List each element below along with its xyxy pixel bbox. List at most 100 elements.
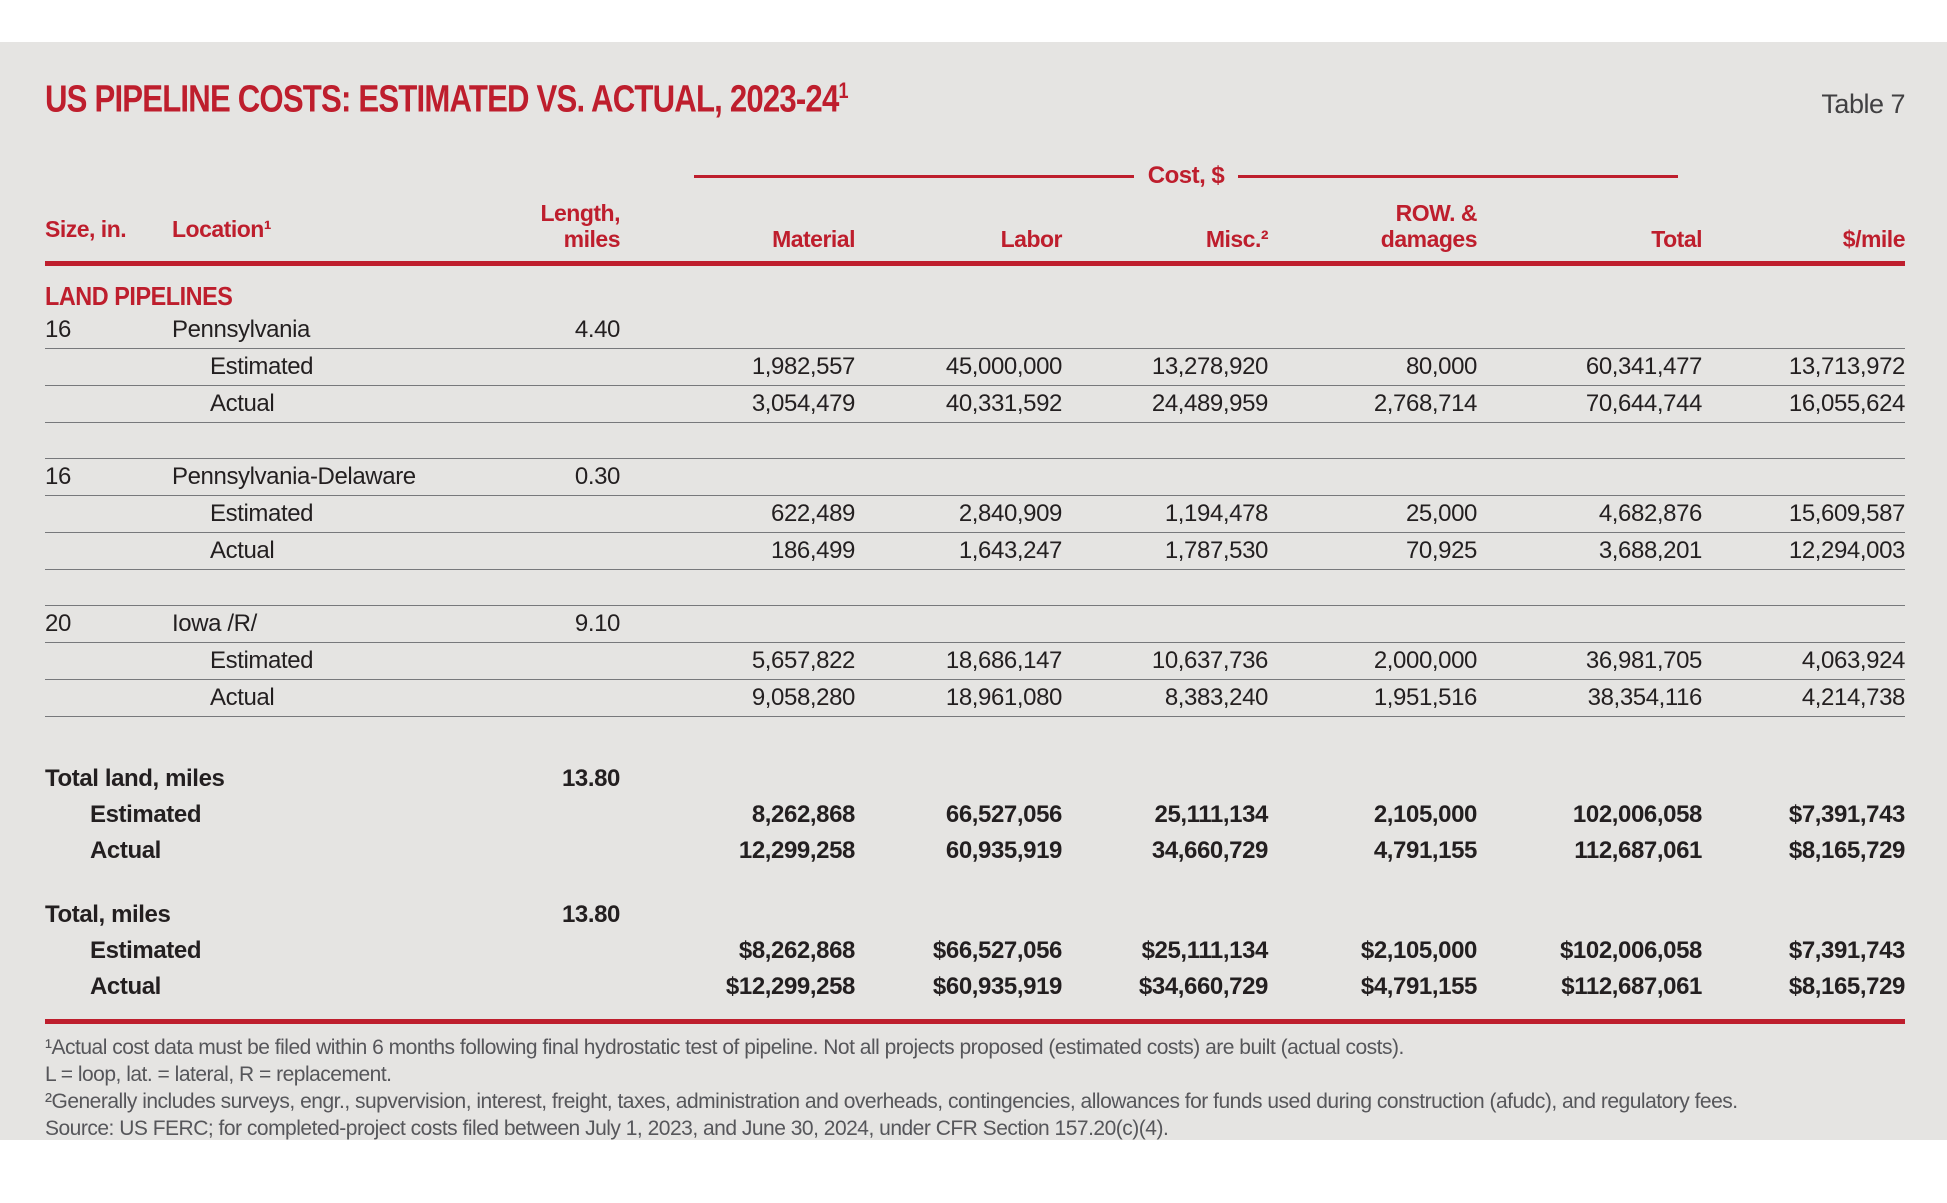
material-cell: 9,058,280 bbox=[751, 684, 856, 711]
table-number-label: Table 7 bbox=[1821, 89, 1905, 119]
per-mile-cell: $7,391,743 bbox=[1788, 801, 1906, 828]
estimated-row: Estimated 1,982,557 45,000,000 13,278,92… bbox=[45, 349, 1905, 386]
labor-cell: 18,961,080 bbox=[945, 684, 1063, 711]
misc-cell: 8,383,240 bbox=[1164, 684, 1269, 711]
per-mile-cell: 15,609,587 bbox=[1788, 500, 1906, 527]
page-title: US PIPELINE COSTS: ESTIMATED VS. ACTUAL,… bbox=[45, 71, 849, 120]
project-row: 16 Pennsylvania 4.40 bbox=[45, 312, 1905, 349]
material-cell: 12,299,258 bbox=[738, 837, 856, 864]
total-cell: 36,981,705 bbox=[1585, 647, 1703, 674]
location-cell: Pennsylvania bbox=[172, 316, 310, 343]
column-header-location: Location¹ bbox=[172, 216, 272, 242]
labor-cell: 2,840,909 bbox=[958, 500, 1063, 527]
total-cell: 3,688,201 bbox=[1598, 537, 1703, 564]
row-damages-cell: 1,951,516 bbox=[1373, 684, 1478, 711]
column-header-total: Total bbox=[1651, 226, 1702, 252]
column-header-misc: Misc.² bbox=[1205, 226, 1269, 252]
estimated-row: Estimated 622,489 2,840,909 1,194,478 25… bbox=[45, 496, 1905, 533]
material-cell: $12,299,258 bbox=[725, 973, 855, 1000]
footnote-2: ²Generally includes surveys, engr., supv… bbox=[45, 1090, 1738, 1113]
footnote-legend: L = loop, lat. = lateral, R = replacemen… bbox=[45, 1063, 392, 1086]
cost-group-header: Cost, $ bbox=[694, 162, 1679, 189]
column-header-labor: Labor bbox=[1000, 226, 1063, 252]
total-cell: 102,006,058 bbox=[1572, 801, 1702, 828]
estimated-row: Estimated 5,657,822 18,686,147 10,637,73… bbox=[45, 643, 1905, 680]
misc-cell: 1,194,478 bbox=[1164, 500, 1269, 527]
labor-cell: $60,935,919 bbox=[932, 973, 1062, 1000]
column-header-length: Length, miles bbox=[450, 200, 620, 256]
project-row: 16 Pennsylvania-Delaware 0.30 bbox=[45, 459, 1905, 496]
per-mile-cell: $8,165,729 bbox=[1788, 837, 1906, 864]
row-label: Actual bbox=[210, 537, 275, 564]
row-label: Estimated bbox=[90, 937, 202, 964]
row-label: Estimated bbox=[210, 647, 314, 674]
actual-row: Actual 9,058,280 18,961,080 8,383,240 1,… bbox=[45, 680, 1905, 717]
row-damages-cell: $2,105,000 bbox=[1360, 937, 1478, 964]
title-row: US PIPELINE COSTS: ESTIMATED VS. ACTUAL,… bbox=[45, 74, 1905, 120]
totals-label: Total, miles bbox=[45, 901, 171, 928]
misc-cell: 10,637,736 bbox=[1151, 647, 1269, 674]
table-panel: US PIPELINE COSTS: ESTIMATED VS. ACTUAL,… bbox=[0, 42, 1947, 1140]
actual-row: Actual 186,499 1,643,247 1,787,530 70,92… bbox=[45, 533, 1905, 570]
actual-row: Actual 3,054,479 40,331,592 24,489,959 2… bbox=[45, 386, 1905, 423]
header-rule bbox=[45, 261, 1905, 266]
labor-cell: 66,527,056 bbox=[945, 801, 1063, 828]
misc-cell: 25,111,134 bbox=[1154, 801, 1269, 828]
row-label: Actual bbox=[210, 390, 275, 417]
column-header-row-damages-line1: ROW. & bbox=[1395, 200, 1478, 226]
totals-label-row: Total, miles 13.80 bbox=[45, 897, 1905, 933]
material-cell: 5,657,822 bbox=[751, 647, 856, 674]
total-cell: 112,687,061 bbox=[1574, 837, 1702, 864]
labor-cell: $66,527,056 bbox=[932, 937, 1062, 964]
total-cell: 60,341,477 bbox=[1585, 353, 1703, 380]
material-cell: 1,982,557 bbox=[751, 353, 856, 380]
row-label: Estimated bbox=[90, 801, 202, 828]
total-cell: 70,644,744 bbox=[1585, 390, 1703, 417]
misc-cell: 13,278,920 bbox=[1151, 353, 1269, 380]
per-mile-cell: 16,055,624 bbox=[1788, 390, 1906, 417]
misc-cell: $34,660,729 bbox=[1138, 973, 1268, 1000]
column-header-per-mile: $/mile bbox=[1842, 226, 1906, 252]
totals-estimated-row: Estimated 8,262,868 66,527,056 25,111,13… bbox=[45, 797, 1905, 833]
misc-cell: 1,787,530 bbox=[1164, 537, 1269, 564]
column-header-size: Size, in. bbox=[45, 216, 127, 242]
block-separator bbox=[45, 570, 1905, 606]
misc-cell: 24,489,959 bbox=[1151, 390, 1269, 417]
totals-estimated-row: Estimated $8,262,868 $66,527,056 $25,111… bbox=[45, 933, 1905, 969]
material-cell: 3,054,479 bbox=[751, 390, 856, 417]
per-mile-cell: $8,165,729 bbox=[1788, 973, 1906, 1000]
labor-cell: 60,935,919 bbox=[945, 837, 1063, 864]
row-label: Estimated bbox=[210, 500, 314, 527]
totals-land-section: Total land, miles 13.80 Estimated 8,262,… bbox=[45, 761, 1905, 869]
row-damages-cell: 4,791,155 bbox=[1373, 837, 1478, 864]
row-label: Actual bbox=[210, 684, 275, 711]
length-cell: 4.40 bbox=[574, 316, 621, 343]
totals-actual-row: Actual $12,299,258 $60,935,919 $34,660,7… bbox=[45, 969, 1905, 1005]
cost-group-label: Cost, $ bbox=[1147, 162, 1225, 189]
footnote-source: Source: US FERC; for completed-project c… bbox=[45, 1117, 1169, 1140]
size-cell: 16 bbox=[45, 316, 71, 343]
per-mile-cell: 12,294,003 bbox=[1788, 537, 1906, 564]
labor-cell: 40,331,592 bbox=[945, 390, 1063, 417]
labor-cell: 45,000,000 bbox=[945, 353, 1063, 380]
per-mile-cell: 13,713,972 bbox=[1788, 353, 1906, 380]
material-cell: 186,499 bbox=[771, 537, 855, 564]
length-cell: 9.10 bbox=[574, 610, 621, 637]
length-cell: 0.30 bbox=[574, 463, 621, 490]
row-damages-cell: 2,000,000 bbox=[1373, 647, 1478, 674]
footer-rule bbox=[45, 1019, 1905, 1024]
material-cell: $8,262,868 bbox=[738, 937, 856, 964]
cost-group-rule-right bbox=[1238, 174, 1679, 178]
misc-cell: $25,111,134 bbox=[1141, 937, 1269, 964]
column-header-row: Size, in. Location¹ Length, miles Materi… bbox=[45, 194, 1906, 256]
size-cell: 20 bbox=[45, 610, 71, 637]
totals-label-row: Total land, miles 13.80 bbox=[45, 761, 1905, 797]
totals-label: Total land, miles bbox=[45, 765, 225, 792]
misc-cell: 34,660,729 bbox=[1151, 837, 1269, 864]
column-header-length-line2: miles bbox=[563, 226, 621, 252]
column-header-length-line1: Length, bbox=[540, 200, 620, 226]
page-title-footnote-marker: 1 bbox=[838, 78, 848, 104]
labor-cell: 1,643,247 bbox=[958, 537, 1063, 564]
row-damages-cell: 70,925 bbox=[1405, 537, 1477, 564]
total-cell: 38,354,116 bbox=[1587, 684, 1703, 711]
